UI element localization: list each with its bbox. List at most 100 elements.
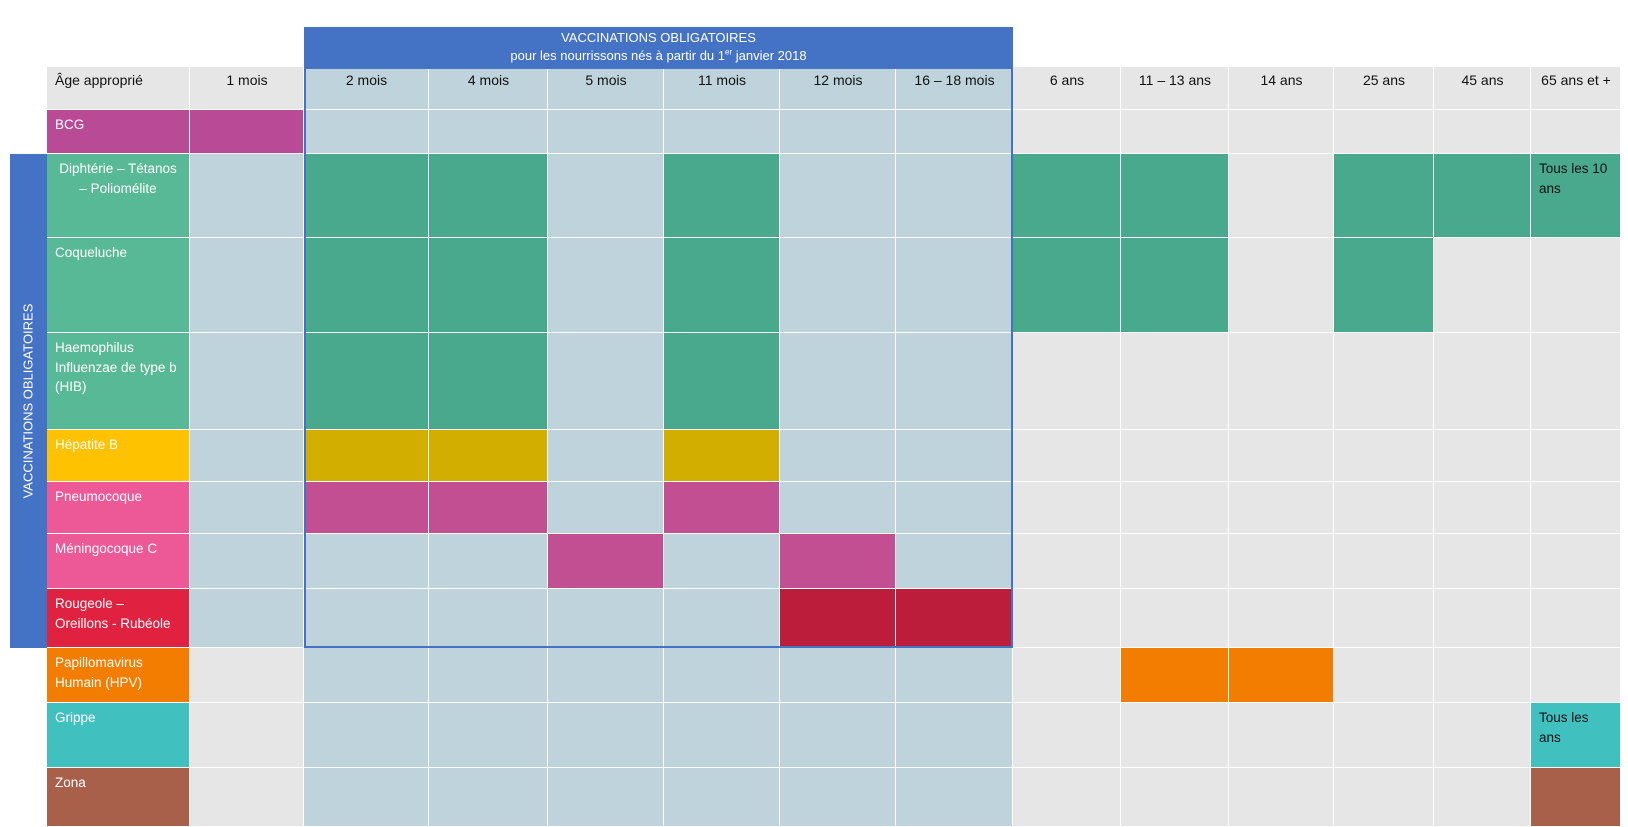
column-header: 11 mois [698,72,746,88]
row-label: BCG [47,110,190,154]
empty-cell [780,430,896,482]
scheduled-cell [1013,154,1121,238]
corner-header: Âge approprié [55,72,143,88]
empty-cell [896,482,1013,534]
scheduled-cell [1434,154,1531,238]
scheduled-cell [664,333,780,430]
empty-cell [190,333,304,430]
scheduled-cell [1013,238,1121,333]
scheduled-cell [1121,154,1229,238]
empty-cell [190,703,304,768]
column-header-bg [304,67,429,110]
empty-cell [1013,482,1121,534]
empty-cell [548,238,664,333]
empty-cell [1334,768,1434,827]
scheduled-cell [190,110,304,154]
empty-cell [190,768,304,827]
empty-cell [1434,703,1531,768]
scheduled-cell [780,534,896,589]
empty-cell [304,648,429,703]
empty-cell [896,534,1013,589]
column-header-bg [548,67,664,110]
row-label: Papillomavirus Humain (HPV) [47,648,190,703]
empty-cell [1013,768,1121,827]
empty-cell [548,482,664,534]
empty-cell [548,154,664,238]
empty-cell [896,238,1013,333]
empty-cell [1229,589,1334,648]
banner-subtitle-sup: er [725,47,733,57]
empty-cell [1229,154,1334,238]
row-label: Pneumocoque [47,482,190,534]
empty-cell [1013,534,1121,589]
column-header: 11 – 13 ans [1138,72,1212,88]
empty-cell [548,430,664,482]
empty-cell [429,768,548,827]
empty-cell [1334,648,1434,703]
banner-title: VACCINATIONS OBLIGATOIRES [561,30,756,45]
empty-cell [1121,768,1229,827]
empty-cell [1334,333,1434,430]
row-label: Hépatite B [47,430,190,482]
scheduled-cell [429,238,548,333]
empty-cell [1434,333,1531,430]
scheduled-cell [429,430,548,482]
scheduled-cell [1334,154,1434,238]
empty-cell [304,589,429,648]
empty-cell [304,703,429,768]
row-label: Coqueluche [47,238,190,333]
banner-subtitle-suffix: janvier 2018 [732,48,807,63]
empty-cell [1229,430,1334,482]
row-label: Diphtérie – Tétanos – Poliomélite [47,154,190,238]
scheduled-cell [429,333,548,430]
column-header: 16 – 18 mois [914,72,995,88]
column-header: 14 ans [1260,72,1303,88]
corner-header-bg [47,67,190,110]
column-header-bg [1531,67,1621,110]
empty-cell [1531,482,1621,534]
empty-cell [1121,534,1229,589]
row-label: Rougeole – Oreillons - Rubéole [47,589,190,648]
empty-cell [190,534,304,589]
empty-cell [664,110,780,154]
empty-cell [780,110,896,154]
empty-cell [1013,703,1121,768]
empty-cell [190,238,304,333]
row-label: Méningocoque C [47,534,190,589]
empty-cell [1531,238,1621,333]
empty-cell [1229,482,1334,534]
mandatory-side-bar [10,154,47,648]
empty-cell [1434,110,1531,154]
empty-cell [190,482,304,534]
empty-cell [1334,482,1434,534]
empty-cell [896,154,1013,238]
empty-cell [429,110,548,154]
column-header: 6 ans [1049,72,1085,88]
empty-cell [1121,589,1229,648]
empty-cell [664,768,780,827]
column-header-bg [1121,67,1229,110]
column-header-bg [664,67,780,110]
empty-cell [1013,333,1121,430]
empty-cell [1434,482,1531,534]
empty-cell [780,482,896,534]
empty-cell [304,534,429,589]
empty-cell [548,589,664,648]
empty-cell [896,768,1013,827]
empty-cell [429,703,548,768]
column-header-bg [1334,67,1434,110]
empty-cell [780,238,896,333]
empty-cell [548,768,664,827]
empty-cell [190,648,304,703]
scheduled-cell [1531,768,1621,827]
empty-cell [1531,430,1621,482]
column-header-bg [1434,67,1531,110]
empty-cell [1531,534,1621,589]
column-header-bg [429,67,548,110]
empty-cell [548,333,664,430]
empty-cell [429,648,548,703]
mandatory-banner: VACCINATIONS OBLIGATOIRES pour les nourr… [304,27,1013,67]
empty-cell [1434,430,1531,482]
cell-note: Tous les 10 ans [1539,161,1608,196]
